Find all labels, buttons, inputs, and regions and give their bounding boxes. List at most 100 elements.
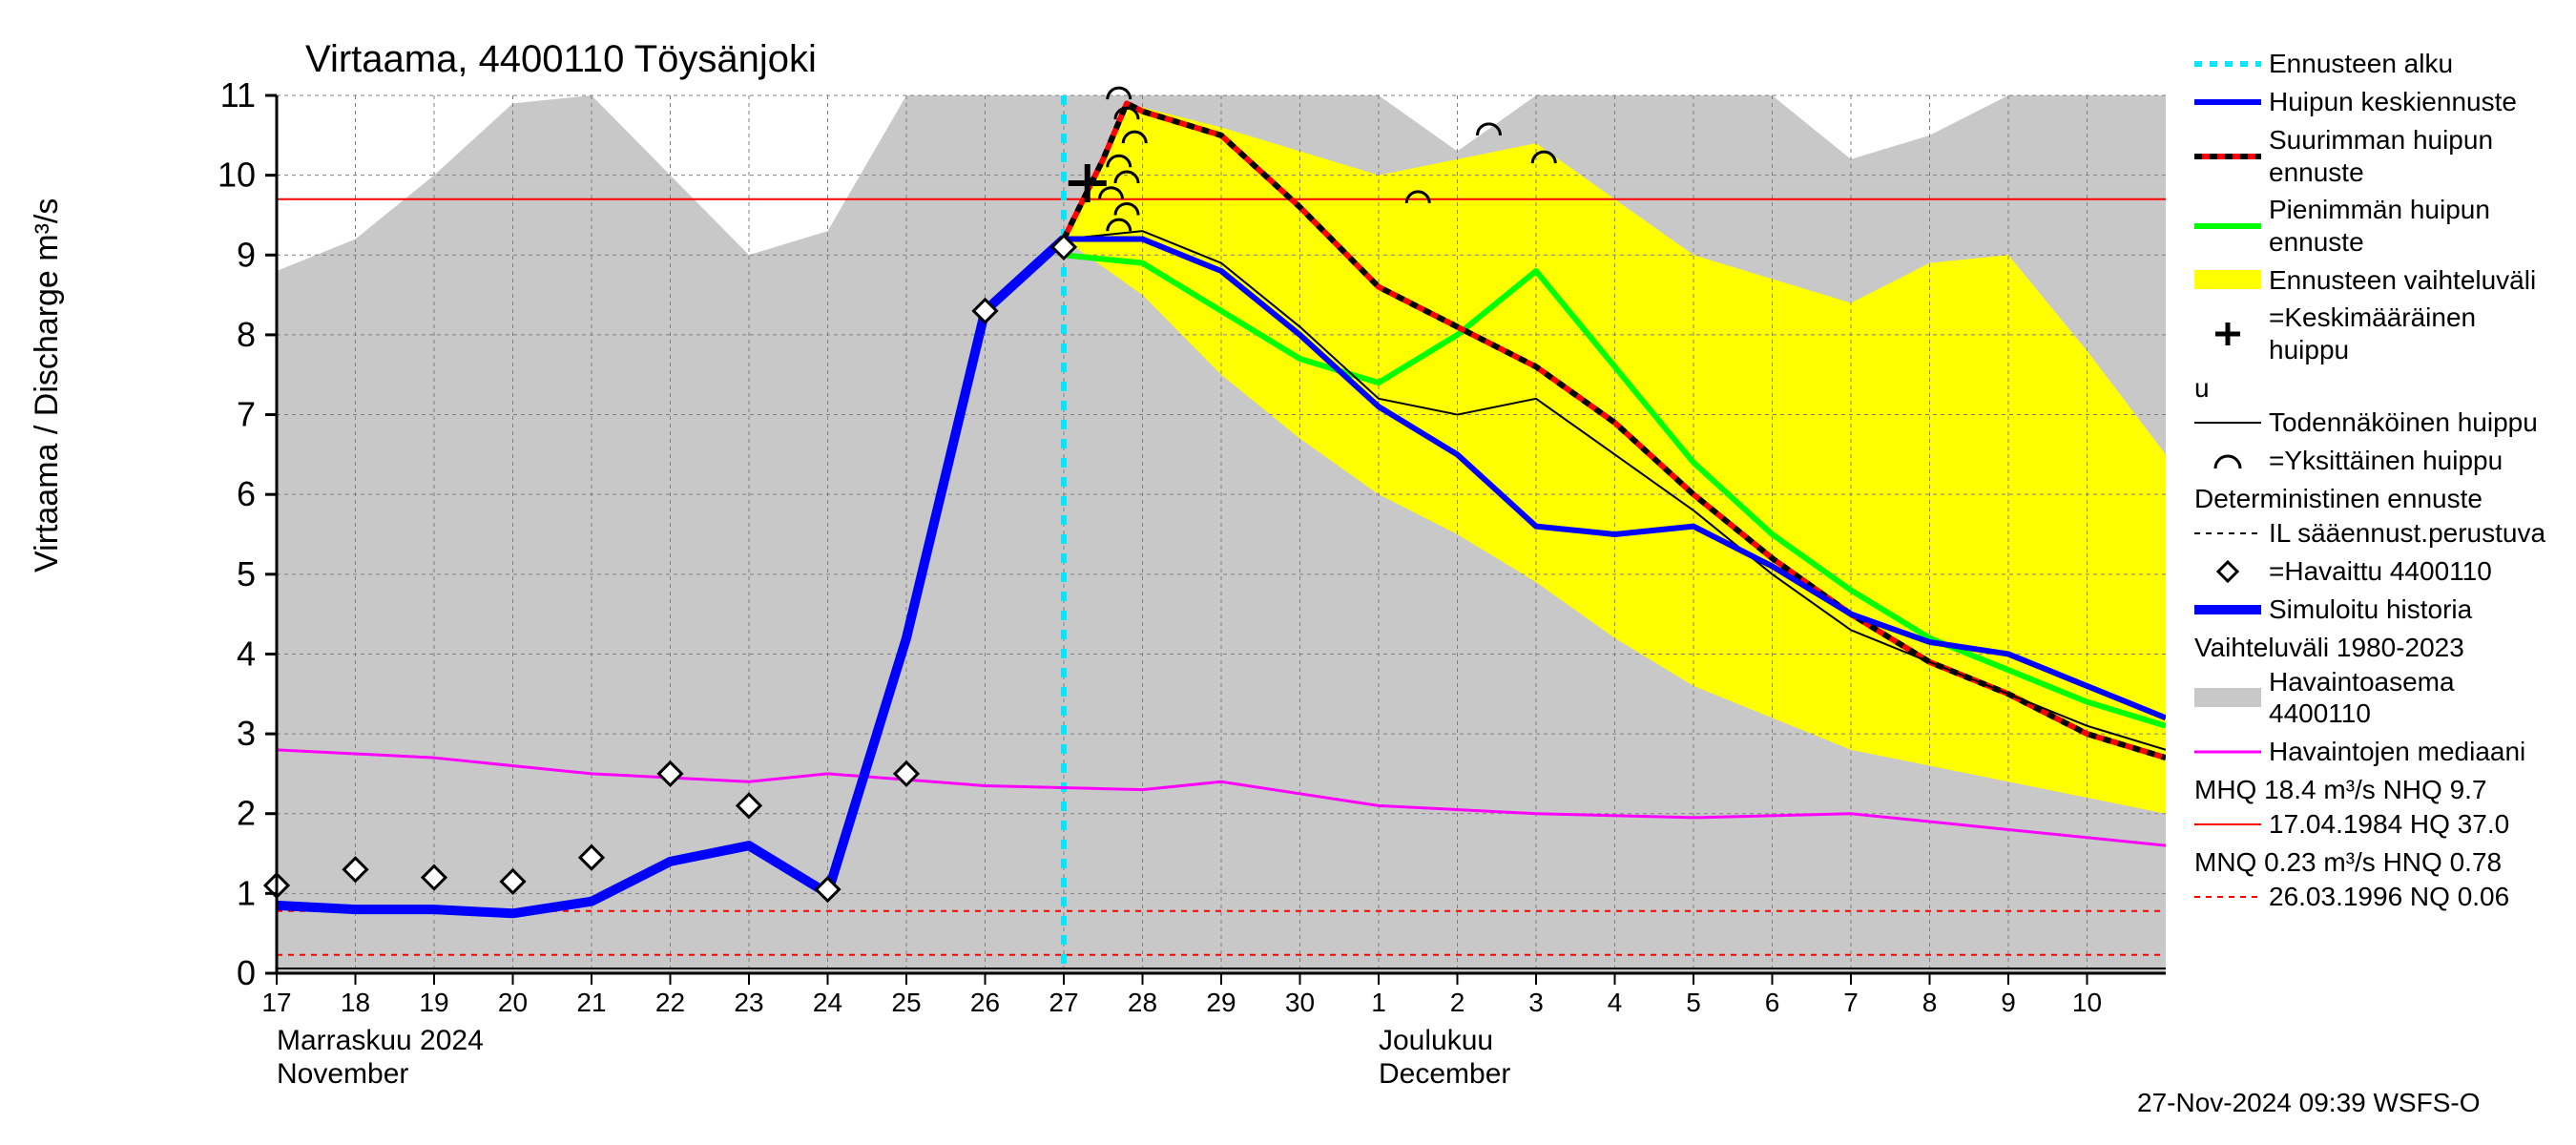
svg-text:Joulukuu: Joulukuu [1379,1025,1493,1056]
svg-text:2: 2 [1450,988,1465,1017]
legend-swatch [2194,560,2261,583]
legend-item: Ennusteen alku [2194,48,2557,80]
legend-swatch [2194,411,2261,434]
svg-text:19: 19 [419,988,448,1017]
legend-item: Havaintoasema 4400110 [2194,666,2557,730]
legend-item: Havaintojen mediaani [2194,736,2557,768]
svg-text:4: 4 [1608,988,1623,1017]
legend-item: MHQ 18.4 m³/s NHQ 9.7 [2194,774,2557,806]
svg-text:December: December [1379,1058,1510,1090]
legend-label: =Havaittu 4400110 [2269,555,2557,588]
legend-item: 17.04.1984 HQ 37.0 [2194,808,2557,841]
svg-text:10: 10 [218,156,256,195]
svg-text:1: 1 [237,873,256,912]
legend-item: =Yksittäinen huippu [2194,445,2557,477]
svg-text:10: 10 [2072,988,2102,1017]
legend-item: Vaihteluväli 1980-2023 [2194,632,2557,664]
legend-swatch [2194,522,2261,545]
svg-text:6: 6 [237,474,256,513]
legend-swatch [2194,813,2261,836]
svg-text:8: 8 [1922,988,1938,1017]
legend-label: Ennusteen alku [2269,48,2557,80]
svg-text:28: 28 [1128,988,1157,1017]
legend-swatch [2194,740,2261,763]
legend-label: Todennäköinen huippu [2269,406,2557,439]
legend-label: 17.04.1984 HQ 37.0 [2269,808,2557,841]
svg-text:0: 0 [237,953,256,992]
y-axis-label: Virtaama / Discharge m³/s [29,198,66,572]
svg-text:17: 17 [261,988,291,1017]
svg-text:1: 1 [1371,988,1386,1017]
legend-label: Deterministinen ennuste [2194,483,2557,515]
svg-text:25: 25 [891,988,921,1017]
legend-item: Ennusteen vaihteluväli [2194,263,2557,296]
legend-item: IL sääennust.perustuva [2194,517,2557,550]
svg-text:23: 23 [734,988,763,1017]
svg-text:20: 20 [498,988,528,1017]
legend-swatch [2194,885,2261,908]
legend-item: =Keskimääräinen huippu [2194,302,2557,365]
svg-text:11: 11 [220,75,256,114]
svg-text:4: 4 [237,634,256,673]
legend-swatch [2194,215,2261,238]
legend-swatch [2194,323,2261,345]
legend-swatch [2194,268,2261,291]
svg-text:21: 21 [576,988,606,1017]
svg-text:22: 22 [655,988,685,1017]
svg-text:26: 26 [970,988,1000,1017]
plot-svg: 0123456789101117181920212223242526272829… [0,0,2576,1145]
legend-label: Suurimman huipun ennuste [2269,124,2557,188]
legend-label: MHQ 18.4 m³/s NHQ 9.7 [2194,774,2557,806]
legend-item: Suurimman huipun ennuste [2194,124,2557,188]
svg-text:27: 27 [1049,988,1078,1017]
legend-swatch [2194,52,2261,75]
legend-label: Simuloitu historia [2269,593,2557,626]
legend-swatch [2194,598,2261,621]
legend-label: Pienimmän huipun ennuste [2269,194,2557,258]
svg-text:November: November [277,1058,408,1090]
legend-item: MNQ 0.23 m³/s HNQ 0.78 [2194,846,2557,879]
legend-swatch [2194,686,2261,709]
svg-text:30: 30 [1285,988,1315,1017]
legend-label: IL sääennust.perustuva [2269,517,2557,550]
legend-item: 26.03.1996 NQ 0.06 [2194,881,2557,913]
legend-label: Huipun keskiennuste [2269,86,2557,118]
footer-timestamp: 27-Nov-2024 09:39 WSFS-O [2137,1088,2481,1118]
svg-text:6: 6 [1765,988,1780,1017]
legend-item: Deterministinen ennuste [2194,483,2557,515]
svg-text:24: 24 [813,988,842,1017]
legend: Ennusteen alku Huipun keskiennuste Suurimm… [2194,48,2557,919]
legend-swatch [2194,91,2261,114]
legend-label: MNQ 0.23 m³/s HNQ 0.78 [2194,846,2557,879]
legend-label: =Keskimääräinen huippu [2269,302,2557,365]
svg-text:8: 8 [237,315,256,354]
svg-text:18: 18 [341,988,370,1017]
legend-item: Huipun keskiennuste [2194,86,2557,118]
svg-text:3: 3 [1528,988,1544,1017]
legend-wrap: u [2194,372,2557,405]
svg-text:9: 9 [2001,988,2016,1017]
svg-text:5: 5 [1686,988,1701,1017]
legend-label: Ennusteen vaihteluväli [2269,264,2557,297]
svg-text:2: 2 [237,794,256,833]
chart-container: Virtaama, 4400110 Töysänjoki Virtaama / … [0,0,2576,1145]
svg-text:5: 5 [237,554,256,593]
legend-swatch [2194,145,2261,168]
chart-title: Virtaama, 4400110 Töysänjoki [305,38,817,81]
legend-item: Todennäköinen huippu [2194,406,2557,439]
legend-label: 26.03.1996 NQ 0.06 [2269,881,2557,913]
svg-text:7: 7 [237,395,256,434]
legend-label: Havaintoasema 4400110 [2269,666,2557,730]
legend-item: =Havaittu 4400110 [2194,555,2557,588]
legend-label: =Yksittäinen huippu [2269,445,2557,477]
svg-text:9: 9 [237,235,256,274]
legend-item: Simuloitu historia [2194,593,2557,626]
svg-text:29: 29 [1206,988,1236,1017]
svg-text:Marraskuu 2024: Marraskuu 2024 [277,1025,484,1056]
legend-label: Havaintojen mediaani [2269,736,2557,768]
svg-text:7: 7 [1843,988,1859,1017]
legend-item: Pienimmän huipun ennuste [2194,194,2557,258]
legend-swatch [2194,449,2261,472]
legend-label: Vaihteluväli 1980-2023 [2194,632,2557,664]
svg-text:3: 3 [237,714,256,753]
